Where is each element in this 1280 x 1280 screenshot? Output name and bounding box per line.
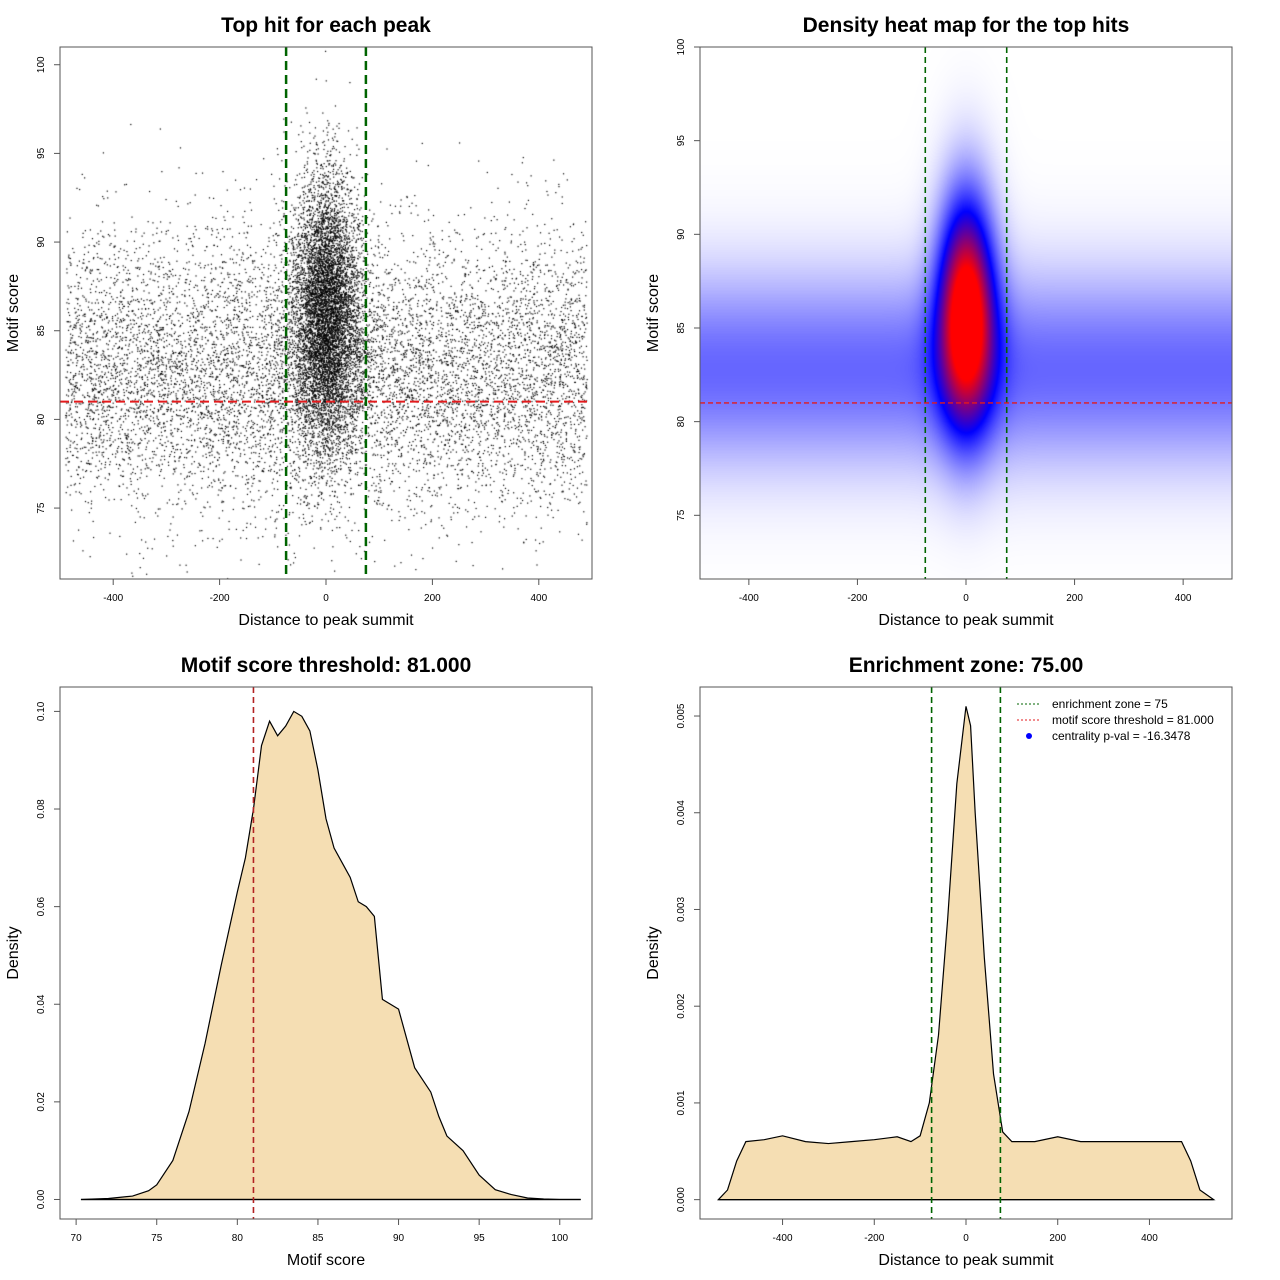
plot-area	[60, 47, 592, 579]
x-axis-label: Distance to peak summit	[238, 612, 414, 629]
x-tick-label: 95	[474, 1233, 486, 1244]
y-tick-label: 100	[676, 38, 687, 55]
y-tick-label: 80	[36, 413, 47, 425]
x-tick-label: -200	[210, 593, 230, 604]
y-tick-label: 95	[676, 135, 687, 147]
y-tick-label: 85	[676, 322, 687, 334]
x-tick-label: 400	[1141, 1233, 1158, 1244]
x-axis-label: Distance to peak summit	[878, 1252, 1054, 1269]
plot-area	[80, 687, 581, 1219]
density-heatmap	[700, 47, 1232, 579]
plot-area	[716, 687, 1216, 1219]
chart-title: Density heat map for the top hits	[803, 14, 1130, 37]
y-axis-label: Density	[645, 926, 662, 979]
x-tick-label: 400	[1175, 593, 1192, 604]
legend-entry: enrichment zone = 75	[1052, 697, 1168, 711]
x-axis-label: Distance to peak summit	[878, 612, 1054, 629]
panel-2: -400 -200 0 200 400 75 80 85 90 95 100 Density heat…	[645, 14, 1233, 629]
y-tick-label: 0.08	[36, 799, 47, 819]
y-tick-label: 90	[676, 228, 687, 240]
y-tick-label: 80	[676, 416, 687, 428]
y-tick-label: 0.10	[36, 701, 47, 721]
y-tick-label: 0.04	[36, 994, 47, 1014]
y-tick-label: 100	[36, 56, 47, 73]
legend-entry: centrality p-val = -16.3478	[1052, 729, 1191, 743]
x-tick-label: -400	[739, 593, 759, 604]
x-axis-label: Motif score	[287, 1252, 365, 1269]
x-tick-label: 70	[71, 1233, 83, 1244]
y-tick-label: 0.000	[676, 1187, 687, 1212]
x-tick-label: 200	[424, 593, 441, 604]
chart-title: Enrichment zone: 75.00	[849, 654, 1084, 677]
y-tick-label: 0.003	[676, 897, 687, 922]
x-tick-label: 80	[232, 1233, 244, 1244]
y-tick-label: 75	[36, 502, 47, 514]
y-tick-label: 85	[36, 325, 47, 337]
x-tick-label: 85	[312, 1233, 324, 1244]
y-axis-label: Density	[5, 926, 22, 979]
x-tick-label: 200	[1049, 1233, 1066, 1244]
legend-entry: motif score threshold = 81.000	[1052, 713, 1214, 727]
scatter-points	[60, 47, 592, 579]
x-tick-label: 0	[963, 593, 969, 604]
y-tick-label: 0.002	[676, 993, 687, 1018]
density-curve	[80, 710, 581, 1201]
legend-dot-icon	[1026, 733, 1032, 739]
y-tick-label: 0.005	[676, 703, 687, 728]
x-tick-label: 75	[151, 1233, 163, 1244]
chart-title: Motif score threshold: 81.000	[181, 654, 472, 677]
plot-box	[59, 46, 593, 580]
panel-4: -400 -200 0 200 400 0.000 0.001 0.002 0.003 0.004…	[645, 654, 1233, 1269]
x-tick-label: 90	[393, 1233, 405, 1244]
x-tick-label: -200	[864, 1233, 884, 1244]
y-axis-label: Motif score	[5, 274, 22, 352]
legend: enrichment zone = 75 motif score threshol…	[1017, 697, 1214, 743]
plot-area	[700, 47, 1232, 579]
y-tick-label: 0.02	[36, 1092, 47, 1112]
x-tick-label: 100	[551, 1233, 568, 1244]
y-tick-label: 0.001	[676, 1090, 687, 1115]
x-tick-label: -200	[847, 593, 867, 604]
chart-title: Top hit for each peak	[221, 14, 431, 37]
plot-box	[699, 46, 1233, 580]
x-tick-label: -400	[773, 1233, 793, 1244]
density-curve	[716, 706, 1216, 1201]
panel-1: -400 -200 0 200 400 75 80 85 90 95 100 Top hit for …	[5, 14, 593, 629]
y-tick-label: 95	[36, 147, 47, 159]
y-tick-label: 90	[36, 236, 47, 248]
x-tick-label: 0	[963, 1233, 969, 1244]
y-tick-label: 0.06	[36, 896, 47, 916]
panel-3: 70 75 80 85 90 95 100 0.00 0.02 0.04 0.06 0.08 0.10 M…	[5, 654, 593, 1269]
y-axis-label: Motif score	[645, 274, 662, 352]
y-tick-label: 0.00	[36, 1189, 47, 1209]
x-tick-label: -400	[103, 593, 123, 604]
x-tick-label: 200	[1066, 593, 1083, 604]
x-tick-label: 400	[530, 593, 547, 604]
x-tick-label: 0	[323, 593, 329, 604]
y-tick-label: 75	[676, 509, 687, 521]
y-tick-label: 0.004	[676, 800, 687, 825]
